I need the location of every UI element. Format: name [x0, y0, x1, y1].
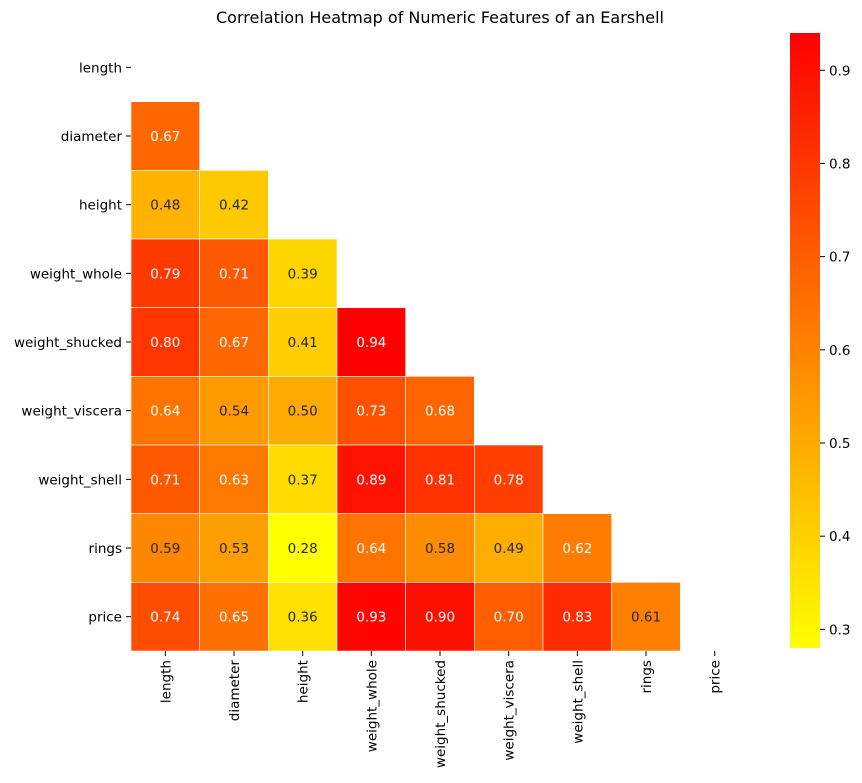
cell-value-label: 0.94	[356, 335, 386, 351]
heatmap-cell	[336, 444, 406, 514]
colorbar-tick-label: 0.3	[829, 622, 850, 638]
cell-value-label: 0.93	[356, 610, 386, 626]
y-tick-label: weight_shucked	[14, 335, 122, 351]
cell-value-label: 0.67	[150, 129, 180, 145]
cell-value-label: 0.41	[288, 335, 318, 351]
cell-value-label: 0.39	[288, 266, 318, 282]
colorbar-tick-label: 0.7	[829, 250, 850, 266]
cell-value-label: 0.54	[219, 404, 249, 420]
heatmap-cell	[199, 238, 269, 308]
cell-value-label: 0.48	[150, 198, 180, 214]
heatmap-cell	[336, 513, 406, 583]
heatmap-cell	[268, 238, 338, 308]
heatmap-cell	[474, 513, 544, 583]
chart-title: Correlation Heatmap of Numeric Features …	[216, 8, 664, 27]
heatmap-cell	[199, 444, 269, 514]
x-tick-label: weight_whole	[364, 660, 380, 752]
y-tick-label: weight_viscera	[21, 404, 122, 420]
cell-value-label: 0.90	[425, 610, 455, 626]
cell-value-label: 0.53	[219, 541, 249, 557]
cell-value-label: 0.78	[494, 472, 524, 488]
cell-value-label: 0.28	[288, 541, 318, 557]
x-tick-label: rings	[639, 660, 655, 693]
colorbar-tick-label: 0.5	[829, 436, 850, 452]
y-tick-label: weight_whole	[30, 266, 122, 282]
heatmap-cell	[268, 582, 338, 652]
cell-value-label: 0.80	[150, 335, 180, 351]
heatmap-cell	[268, 376, 338, 446]
x-tick-label: length	[158, 660, 174, 703]
heatmap-cell	[405, 376, 475, 446]
colorbar-tick-label: 0.9	[829, 63, 850, 79]
cell-value-label: 0.68	[425, 404, 455, 420]
heatmap-cell	[268, 444, 338, 514]
cell-value-label: 0.70	[494, 610, 524, 626]
heatmap-cell	[199, 170, 269, 240]
heatmap-cell	[130, 101, 200, 171]
cell-value-label: 0.64	[150, 404, 180, 420]
cell-value-label: 0.89	[356, 472, 386, 488]
colorbar-tick-label: 0.6	[829, 343, 850, 359]
heatmap-cell	[474, 582, 544, 652]
heatmap-cell	[199, 513, 269, 583]
heatmap-cell	[542, 513, 612, 583]
x-tick-label: price	[708, 660, 724, 694]
x-tick-label: height	[296, 660, 312, 703]
x-tick-label: weight_viscera	[502, 660, 518, 761]
cell-value-label: 0.62	[562, 541, 592, 557]
x-tick-label: weight_shell	[570, 660, 586, 744]
cell-value-label: 0.71	[219, 266, 249, 282]
cell-value-label: 0.58	[425, 541, 455, 557]
y-tick-label: weight_shell	[38, 472, 122, 488]
y-tick-label: rings	[89, 541, 122, 557]
cell-value-label: 0.71	[150, 472, 180, 488]
heatmap-cell	[130, 582, 200, 652]
heatmap-cell	[336, 376, 406, 446]
cell-value-label: 0.42	[219, 198, 249, 214]
heatmap-cell	[130, 513, 200, 583]
heatmap-cell	[199, 307, 269, 377]
cell-value-label: 0.49	[494, 541, 524, 557]
heatmap-cell	[405, 444, 475, 514]
cell-value-label: 0.63	[219, 472, 249, 488]
cell-value-label: 0.83	[562, 610, 592, 626]
cell-value-label: 0.74	[150, 610, 180, 626]
heatmap-cell	[130, 170, 200, 240]
y-tick-label: price	[88, 610, 122, 626]
cell-value-label: 0.81	[425, 472, 455, 488]
cell-value-label: 0.67	[219, 335, 249, 351]
cell-value-label: 0.79	[150, 266, 180, 282]
y-tick-label: height	[79, 198, 122, 214]
cell-value-label: 0.59	[150, 541, 180, 557]
x-tick-label: weight_shucked	[433, 660, 449, 768]
heatmap-cell	[336, 307, 406, 377]
heatmap-cell	[130, 238, 200, 308]
cell-value-label: 0.61	[631, 610, 661, 626]
cell-value-label: 0.36	[288, 610, 318, 626]
y-tick-label: diameter	[61, 129, 123, 145]
x-tick-label: diameter	[227, 660, 243, 722]
heatmap-cell	[474, 444, 544, 514]
heatmap-cell	[611, 582, 681, 652]
colorbar-tick-label: 0.8	[829, 156, 850, 172]
cell-value-label: 0.64	[356, 541, 386, 557]
cell-value-label: 0.37	[288, 472, 318, 488]
heatmap-cell	[542, 582, 612, 652]
y-tick-label: length	[79, 60, 122, 76]
cell-value-label: 0.73	[356, 404, 386, 420]
cell-value-label: 0.65	[219, 610, 249, 626]
colorbar	[790, 33, 820, 648]
cell-value-label: 0.50	[288, 404, 318, 420]
heatmap-cell	[199, 376, 269, 446]
colorbar-tick-label: 0.4	[829, 529, 850, 545]
